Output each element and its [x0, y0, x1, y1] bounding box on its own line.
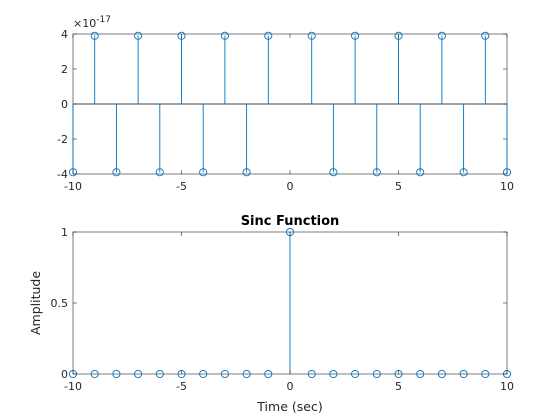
- top-stem-marker: [68, 168, 78, 177]
- bottom-y-tick-label: 1: [61, 226, 68, 239]
- bottom-x-tick-label: -10: [64, 380, 82, 393]
- top-x-ticks: -10 -5 0 5 10: [64, 34, 514, 193]
- top-x-tick-label: 0: [287, 180, 294, 193]
- top-stem-marker: [177, 31, 186, 40]
- top-stem-marker: [242, 168, 251, 177]
- bottom-stem-marker: [459, 369, 468, 379]
- bottom-x-tick-label: 0: [287, 380, 294, 393]
- top-subplot: -10 -5 0 5 10 -4 -2 0 2 4 ×10-17: [57, 15, 514, 193]
- top-stem-marker: [199, 168, 208, 177]
- bottom-x-tick-label: -5: [176, 380, 187, 393]
- top-stem-marker: [372, 168, 381, 177]
- bottom-stem-marker: [134, 369, 143, 379]
- top-stem-marker: [329, 168, 338, 177]
- bottom-stem-marker: [416, 369, 425, 379]
- bottom-stem-marker: [372, 369, 381, 379]
- top-stem-marker: [481, 31, 490, 40]
- bottom-stem-marker: [329, 369, 338, 379]
- bottom-stem-marker: [90, 369, 99, 379]
- bottom-x-ticks: -10 -5 0 5 10: [64, 232, 514, 393]
- bottom-plot-title: Sinc Function: [241, 214, 340, 229]
- bottom-subplot: -10 -5 0 5 10 00.51 Sinc Function Time (sec)…: [28, 214, 514, 414]
- top-stems: [68, 31, 512, 177]
- top-stem-marker: [90, 31, 99, 40]
- top-y-ticks: -4 -2 0 2 4: [57, 28, 507, 181]
- top-exponent-label: ×10-17: [73, 15, 111, 30]
- bottom-stem-marker: [220, 369, 229, 379]
- bottom-x-tick-label: 10: [500, 380, 514, 393]
- top-x-tick-label: -5: [176, 180, 187, 193]
- bottom-stems: [68, 227, 512, 379]
- top-stem-marker: [307, 31, 316, 40]
- top-stem-marker: [459, 168, 468, 177]
- top-stem-marker: [416, 168, 425, 177]
- top-y-tick-label: 0: [61, 98, 68, 111]
- bottom-x-axis-title: Time (sec): [256, 399, 322, 414]
- bottom-x-tick-label: 5: [395, 380, 402, 393]
- bottom-stem-marker: [437, 369, 446, 379]
- bottom-stem-marker: [199, 369, 208, 379]
- top-y-tick-label: -4: [57, 168, 68, 181]
- top-stem-marker: [264, 31, 273, 40]
- top-x-tick-label: 5: [395, 180, 402, 193]
- top-stem-marker: [155, 168, 164, 177]
- top-stem-marker: [134, 31, 143, 40]
- bottom-stem-marker: [155, 369, 164, 379]
- bottom-stem-marker: [264, 369, 273, 379]
- top-stem-marker: [112, 168, 121, 177]
- top-x-tick-label: 10: [500, 180, 514, 193]
- bottom-y-ticks: 00.51: [51, 226, 507, 381]
- top-stem-marker: [502, 168, 512, 177]
- top-stem-marker: [437, 31, 446, 40]
- bottom-stem-marker: [307, 369, 316, 379]
- top-y-tick-label: -2: [57, 133, 68, 146]
- bottom-y-tick-label: 0: [61, 368, 68, 381]
- top-y-tick-label: 4: [61, 28, 68, 41]
- top-stem-marker: [394, 31, 403, 40]
- top-y-tick-label: 2: [61, 63, 68, 76]
- top-x-tick-label: -10: [64, 180, 82, 193]
- bottom-y-axis-title: Amplitude: [28, 271, 43, 335]
- bottom-stem-marker: [242, 369, 251, 379]
- bottom-stem-marker: [351, 369, 360, 379]
- bottom-stem-marker: [481, 369, 490, 379]
- bottom-y-tick-label: 0.5: [51, 297, 69, 310]
- top-stem-marker: [351, 31, 360, 40]
- bottom-stem-marker: [112, 369, 121, 379]
- top-stem-marker: [220, 31, 229, 40]
